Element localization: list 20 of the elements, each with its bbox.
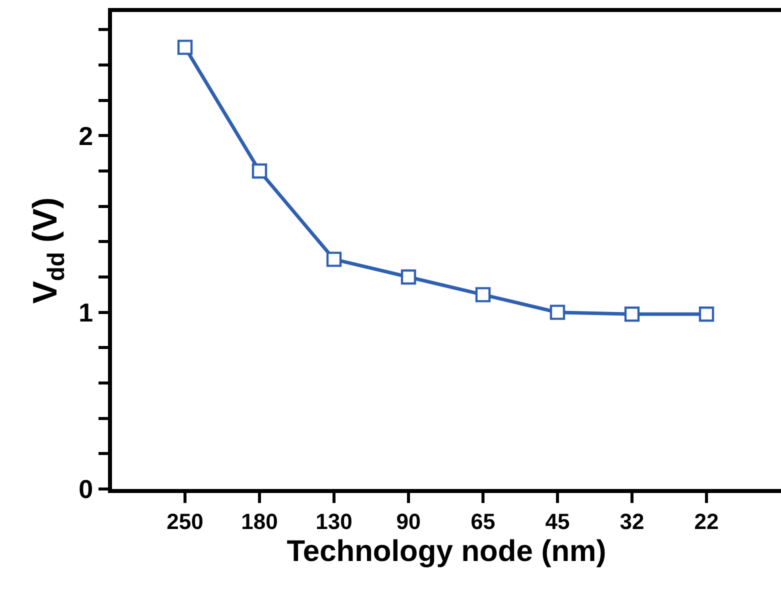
point <box>400 269 416 285</box>
x-tick-label: 22 <box>694 509 719 534</box>
point <box>326 252 342 267</box>
y-tick-label: 2 <box>78 120 94 151</box>
x-tick-label: 45 <box>545 509 570 534</box>
y-tick-label: 0 <box>78 474 94 504</box>
point <box>252 163 268 179</box>
point <box>624 306 640 322</box>
point <box>698 306 714 322</box>
x-tick-label: 250 <box>166 509 204 534</box>
x-tick-label: 180 <box>241 509 278 534</box>
x-tick-label: 130 <box>316 509 352 534</box>
x-axis-title: Technology node (nm) <box>286 535 606 568</box>
x-tick-label: 32 <box>620 509 644 534</box>
x-tick-label: 90 <box>396 509 421 534</box>
point <box>550 304 566 320</box>
y-tick-label: 1 <box>78 297 94 328</box>
point <box>177 40 193 55</box>
x-tick-label: 65 <box>470 509 496 534</box>
point <box>475 287 491 302</box>
